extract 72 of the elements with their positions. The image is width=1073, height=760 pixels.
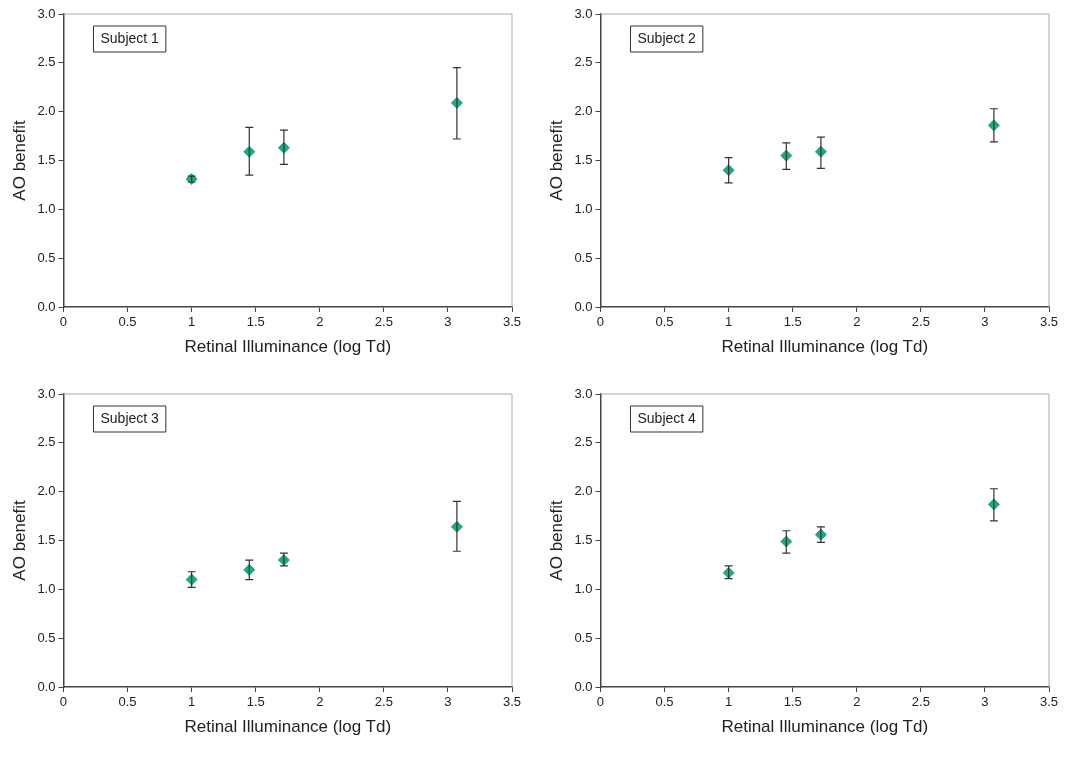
y-tick-label: 2.0 [37, 483, 56, 499]
x-tick-label: 0.5 [118, 694, 137, 710]
x-axis-title: Retinal Illuminance (log Td) [184, 717, 392, 737]
x-tick-label: 2.5 [911, 314, 930, 330]
x-axis-title: Retinal Illuminance (log Td) [721, 717, 929, 737]
y-tick-label: 1.5 [574, 532, 593, 548]
y-tick-label: 0.0 [37, 678, 56, 694]
text: Subject 3 [100, 409, 160, 426]
x-tick-label: 0 [596, 314, 605, 330]
text: Subject 2 [637, 29, 697, 46]
y-tick-label: 2.0 [37, 103, 56, 119]
y-tick-label: 0.0 [574, 678, 593, 694]
x-tick-label: 1 [188, 314, 196, 330]
x-tick-label: 3.5 [502, 314, 522, 330]
x-tick-label: 0 [59, 694, 68, 710]
text: Subject 4 [637, 409, 697, 426]
x-tick-label: 1.5 [783, 314, 802, 330]
x-tick-label: 1 [725, 694, 733, 710]
y-tick-label: 3.0 [574, 5, 593, 21]
y-tick-label: 3.0 [574, 385, 593, 401]
x-tick-label: 3.5 [502, 694, 522, 710]
y-tick-label: 1.5 [574, 152, 593, 168]
y-axis-title: AO benefit [9, 120, 29, 201]
x-tick-label: 1.5 [246, 694, 265, 710]
y-tick-label: 3.0 [37, 5, 56, 21]
y-tick-label: 0.0 [574, 298, 593, 314]
x-tick-label: 2 [316, 694, 324, 710]
x-tick-label: 2 [853, 694, 861, 710]
y-tick-label: 0.5 [574, 629, 593, 645]
y-tick-label: 2.5 [37, 54, 56, 70]
x-tick-label: 0.5 [655, 694, 674, 710]
x-tick-label: 0 [59, 314, 68, 330]
x-tick-label: 3 [444, 314, 452, 330]
x-tick-label: 2.5 [911, 694, 930, 710]
x-tick-label: 0.5 [655, 314, 674, 330]
x-tick-label: 2.5 [374, 314, 393, 330]
x-axis-title: Retinal Illuminance (log Td) [721, 337, 929, 357]
y-tick-label: 3.0 [37, 385, 56, 401]
x-tick-label: 0 [596, 694, 605, 710]
y-tick-label: 0.5 [574, 249, 593, 265]
y-axis-title: AO benefit [9, 500, 29, 581]
x-tick-label: 3 [981, 314, 989, 330]
y-axis-title: AO benefit [546, 500, 566, 581]
x-tick-label: 1.5 [783, 694, 802, 710]
y-tick-label: 0.5 [37, 629, 56, 645]
y-tick-label: 1.0 [37, 580, 56, 596]
x-tick-label: 1.5 [246, 314, 265, 330]
y-tick-label: 2.5 [574, 54, 593, 70]
y-tick-label: 0.0 [37, 298, 56, 314]
y-tick-label: 0.5 [37, 249, 56, 265]
x-tick-label: 0.5 [118, 314, 137, 330]
y-tick-label: 1.0 [574, 200, 593, 216]
y-tick-label: 2.0 [574, 103, 593, 119]
x-tick-label: 1 [725, 314, 733, 330]
y-tick-label: 2.5 [574, 434, 593, 450]
x-tick-label: 3.5 [1039, 694, 1059, 710]
x-tick-label: 2 [853, 314, 861, 330]
x-tick-label: 3.5 [1039, 314, 1059, 330]
x-tick-label: 2.5 [374, 694, 393, 710]
x-tick-label: 2 [316, 314, 324, 330]
y-tick-label: 1.0 [574, 580, 593, 596]
y-tick-label: 1.5 [37, 532, 56, 548]
x-tick-label: 3 [981, 694, 989, 710]
y-tick-label: 2.5 [37, 434, 56, 450]
y-axis-title: AO benefit [546, 120, 566, 201]
y-tick-label: 2.0 [574, 483, 593, 499]
text: Subject 1 [100, 29, 160, 46]
x-tick-label: 1 [188, 694, 196, 710]
x-axis-title: Retinal Illuminance (log Td) [184, 337, 392, 357]
x-tick-label: 3 [444, 694, 452, 710]
y-tick-label: 1.5 [37, 152, 56, 168]
y-tick-label: 1.0 [37, 200, 56, 216]
